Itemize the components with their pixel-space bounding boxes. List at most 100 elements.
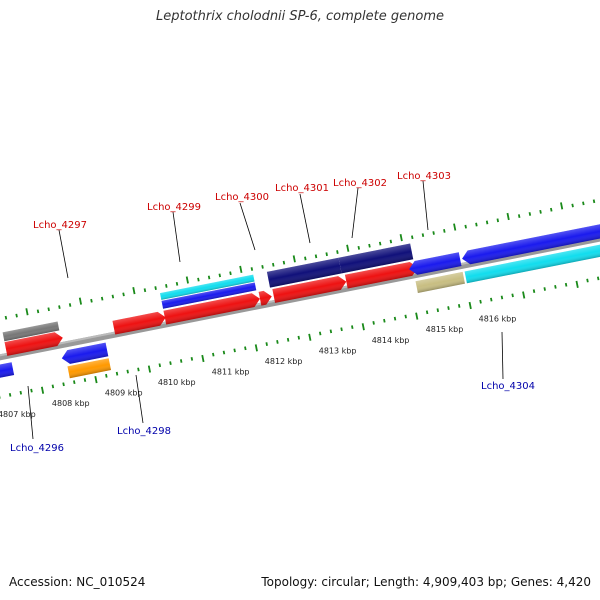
minor-tick: [250, 267, 254, 271]
minor-tick: [447, 306, 450, 310]
minor-tick: [378, 241, 382, 246]
gene-lcho-4304-feature[interactable]: [408, 252, 465, 293]
minor-tick: [212, 352, 215, 357]
scale-label: 4807 kbp: [0, 410, 36, 419]
minor-tick: [554, 284, 557, 289]
minor-tick: [389, 239, 393, 244]
minor-tick: [325, 252, 328, 257]
minor-tick: [351, 325, 354, 330]
minor-tick: [511, 293, 514, 298]
major-tick: [415, 312, 419, 320]
minor-tick: [83, 378, 87, 382]
minor-tick: [276, 340, 279, 344]
gene-label-lcho-4297[interactable]: Lcho_4297: [33, 220, 87, 231]
major-tick: [254, 344, 258, 352]
scale-label: 4810 kbp: [158, 378, 196, 387]
gene-lcho-4302-feature[interactable]: [266, 257, 348, 303]
scale-labels: 4807 kbp 4808 kbp 4809 kbp 4810 kbp 4811…: [0, 315, 516, 419]
scale-label: 4812 kbp: [265, 357, 303, 366]
minor-tick: [244, 346, 247, 351]
minor-tick: [368, 243, 371, 248]
reverse-gene-labels: Lcho_4296 Lcho_4298 Lcho_4304: [10, 381, 535, 454]
scale-label: 4809 kbp: [105, 389, 143, 398]
minor-tick: [222, 350, 226, 355]
minor-tick: [432, 231, 435, 235]
gene-label-lcho-4300[interactable]: Lcho_4300: [215, 192, 269, 203]
minor-tick: [314, 254, 318, 259]
gene-lcho-4303-feature[interactable]: [338, 243, 420, 289]
gene-label-lcho-4303[interactable]: Lcho_4303: [397, 171, 451, 182]
minor-tick: [479, 299, 482, 304]
major-tick: [132, 286, 136, 295]
minor-tick: [564, 282, 568, 287]
gene-lcho-4297-feature[interactable]: [2, 321, 65, 356]
minor-tick: [261, 265, 264, 269]
minor-tick: [154, 286, 157, 290]
minor-tick: [318, 331, 322, 336]
gene-lcho-4300-feature[interactable]: [159, 274, 261, 325]
gene-right-edge-feature[interactable]: [461, 218, 600, 284]
minor-tick: [550, 207, 553, 212]
minor-tick: [425, 310, 429, 315]
minor-tick: [490, 297, 493, 302]
minor-tick: [233, 348, 236, 353]
major-tick: [361, 323, 365, 331]
minor-tick: [297, 335, 301, 340]
accession-text: Accession: NC_010524: [9, 575, 146, 589]
gene-label-lcho-4298[interactable]: Lcho_4298: [117, 426, 171, 437]
minor-tick: [543, 287, 546, 291]
gene-label-lcho-4302[interactable]: Lcho_4302: [333, 178, 387, 189]
gene-lcho-4301-feature[interactable]: [258, 290, 273, 306]
map-title: Leptothrix cholodnii SP-6, complete geno…: [156, 9, 444, 24]
minor-tick: [496, 218, 500, 223]
minor-tick: [411, 235, 414, 240]
minor-tick: [582, 201, 585, 206]
major-tick: [292, 255, 296, 263]
minor-tick: [229, 271, 232, 276]
gene-label-lcho-4296[interactable]: Lcho_4296: [10, 443, 64, 454]
minor-tick: [282, 260, 286, 265]
gene-lcho-4298-feature[interactable]: [60, 342, 112, 379]
minor-tick: [197, 277, 200, 282]
minor-tick: [105, 373, 108, 378]
minor-tick: [485, 220, 489, 225]
forward-gene-labels: Lcho_4297 Lcho_4299 Lcho_4300 Lcho_4301 …: [33, 171, 451, 231]
gene-lcho-4296-feature[interactable]: [0, 362, 15, 383]
scale-label: 4814 kbp: [372, 336, 410, 345]
minor-tick: [421, 233, 425, 238]
gene-label-lcho-4301[interactable]: Lcho_4301: [275, 183, 329, 194]
major-tick: [94, 376, 98, 384]
minor-tick: [169, 361, 172, 365]
major-tick: [399, 234, 403, 242]
label-leader-lines: [27, 180, 504, 440]
minor-tick: [340, 327, 343, 332]
minor-tick: [126, 369, 129, 374]
minor-tick: [286, 337, 290, 342]
minor-tick: [47, 307, 50, 312]
gene-lcho-4299-feature[interactable]: [112, 311, 167, 335]
minor-tick: [100, 296, 104, 301]
minor-tick: [36, 309, 40, 314]
topology-text: Topology: circular; Length: 4,909,403 bp…: [261, 575, 591, 589]
gene-label-lcho-4299[interactable]: Lcho_4299: [147, 202, 201, 213]
minor-tick: [304, 256, 307, 261]
forward-tick-track: [4, 199, 596, 320]
major-tick: [522, 291, 526, 299]
minor-tick: [15, 313, 18, 318]
minor-tick: [19, 390, 23, 395]
minor-tick: [443, 229, 446, 233]
major-tick: [40, 386, 45, 394]
gene-label-lcho-4304[interactable]: Lcho_4304: [481, 381, 535, 392]
minor-tick: [383, 318, 386, 323]
minor-tick: [207, 275, 211, 280]
minor-tick: [8, 392, 12, 397]
minor-tick: [500, 295, 504, 300]
minor-tick: [115, 371, 119, 376]
scale-label: 4815 kbp: [426, 325, 464, 334]
minor-tick: [436, 308, 440, 313]
major-tick: [25, 308, 29, 316]
minor-tick: [0, 395, 1, 399]
major-tick: [308, 333, 312, 341]
minor-tick: [218, 273, 222, 278]
